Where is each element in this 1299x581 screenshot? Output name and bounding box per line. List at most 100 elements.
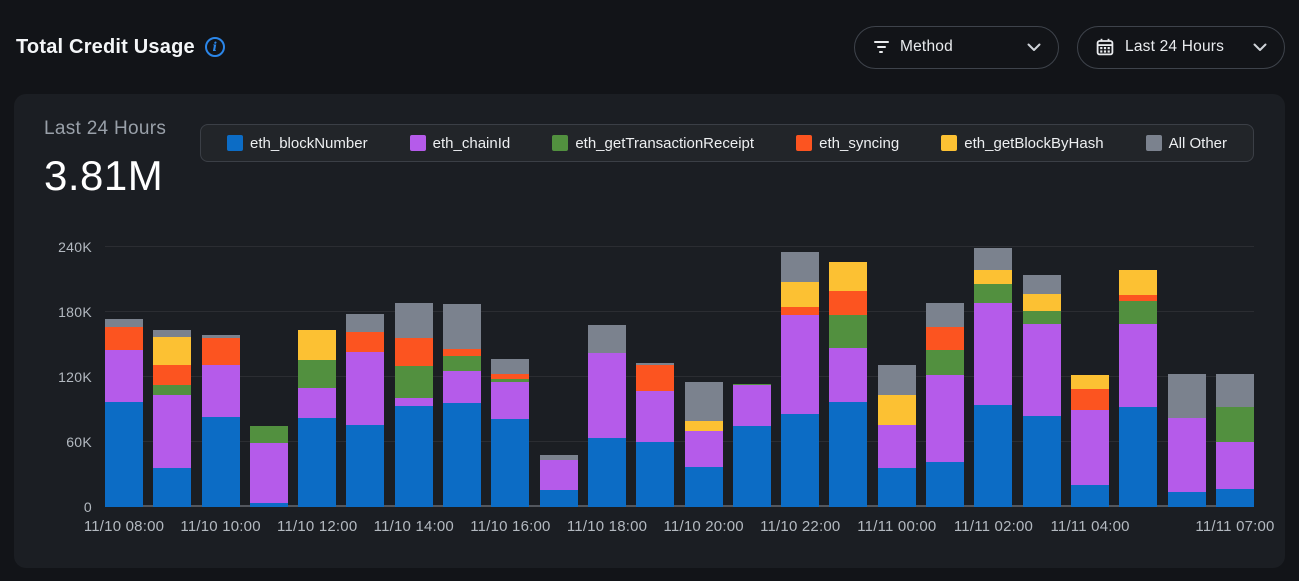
bar-segment-eth-syncing[interactable]	[443, 349, 481, 357]
bar-segment-eth-chainid[interactable]	[926, 375, 964, 462]
method-filter-dropdown[interactable]: Method	[854, 26, 1059, 69]
bar-segment-eth-chainid[interactable]	[685, 431, 723, 467]
bar-segment-eth-chainid[interactable]	[346, 352, 384, 425]
bar-segment-eth-chainid[interactable]	[1216, 442, 1254, 489]
bar-11-11-06-00[interactable]	[1168, 374, 1206, 507]
legend-item-eth-getblockbyhash[interactable]: eth_getBlockByHash	[941, 135, 1103, 152]
bar-segment-eth-blocknumber[interactable]	[1216, 489, 1254, 507]
bar-segment-eth-gettransactionreceipt[interactable]	[395, 366, 433, 397]
bar-11-10-17-00[interactable]	[540, 455, 578, 507]
bar-11-10-22-00[interactable]	[781, 252, 819, 507]
legend-item-eth-gettransactionreceipt[interactable]: eth_getTransactionReceipt	[552, 135, 754, 152]
bar-segment-eth-getblockbyhash[interactable]	[1119, 270, 1157, 295]
bar-segment-eth-blocknumber[interactable]	[250, 503, 288, 507]
bar-segment-eth-getblockbyhash[interactable]	[878, 395, 916, 424]
bar-11-11-03-00[interactable]	[1023, 275, 1061, 507]
bar-11-10-11-00[interactable]	[250, 426, 288, 507]
bar-segment-eth-blocknumber[interactable]	[636, 442, 674, 507]
bar-segment-eth-gettransactionreceipt[interactable]	[443, 356, 481, 370]
bar-segment-eth-chainid[interactable]	[1023, 324, 1061, 416]
bar-segment-eth-gettransactionreceipt[interactable]	[926, 350, 964, 375]
bar-segment-all-other[interactable]	[926, 303, 964, 327]
legend-item-eth-blocknumber[interactable]: eth_blockNumber	[227, 135, 368, 152]
bar-segment-eth-gettransactionreceipt[interactable]	[829, 315, 867, 348]
legend-item-all-other[interactable]: All Other	[1146, 135, 1227, 152]
bar-segment-eth-blocknumber[interactable]	[878, 468, 916, 507]
bar-segment-all-other[interactable]	[105, 319, 143, 328]
bar-segment-eth-blocknumber[interactable]	[685, 467, 723, 507]
bar-segment-all-other[interactable]	[878, 365, 916, 395]
bar-segment-eth-getblockbyhash[interactable]	[974, 270, 1012, 284]
bar-segment-all-other[interactable]	[443, 304, 481, 348]
bar-11-10-20-00[interactable]	[685, 382, 723, 507]
bar-segment-eth-chainid[interactable]	[829, 348, 867, 402]
bar-segment-eth-gettransactionreceipt[interactable]	[298, 360, 336, 388]
bar-segment-eth-getblockbyhash[interactable]	[153, 337, 191, 365]
bar-11-10-13-00[interactable]	[346, 314, 384, 507]
bar-segment-eth-syncing[interactable]	[153, 365, 191, 385]
bar-segment-all-other[interactable]	[395, 303, 433, 338]
bar-segment-eth-syncing[interactable]	[829, 291, 867, 315]
bar-11-11-05-00[interactable]	[1119, 270, 1157, 507]
bar-segment-eth-blocknumber[interactable]	[733, 426, 771, 507]
bar-segment-eth-gettransactionreceipt[interactable]	[1119, 301, 1157, 324]
bar-segment-eth-blocknumber[interactable]	[540, 490, 578, 507]
bar-11-11-00-00[interactable]	[878, 365, 916, 507]
bar-segment-eth-syncing[interactable]	[346, 332, 384, 353]
bar-segment-eth-syncing[interactable]	[395, 338, 433, 366]
bar-segment-eth-getblockbyhash[interactable]	[1071, 375, 1109, 389]
bar-segment-eth-blocknumber[interactable]	[588, 438, 626, 507]
bar-segment-eth-syncing[interactable]	[202, 338, 240, 365]
bar-segment-eth-chainid[interactable]	[781, 315, 819, 414]
bar-11-10-16-00[interactable]	[491, 359, 529, 507]
bar-segment-eth-chainid[interactable]	[298, 388, 336, 418]
bar-segment-all-other[interactable]	[1023, 275, 1061, 293]
bar-segment-eth-chainid[interactable]	[443, 371, 481, 404]
bar-segment-all-other[interactable]	[346, 314, 384, 331]
bar-segment-eth-syncing[interactable]	[1071, 389, 1109, 410]
info-icon[interactable]: i	[205, 37, 225, 57]
bar-11-11-02-00[interactable]	[974, 248, 1012, 507]
bar-segment-eth-gettransactionreceipt[interactable]	[1216, 407, 1254, 442]
bar-segment-eth-chainid[interactable]	[491, 382, 529, 419]
bar-segment-eth-chainid[interactable]	[250, 443, 288, 503]
bar-segment-eth-chainid[interactable]	[974, 303, 1012, 405]
bar-11-10-23-00[interactable]	[829, 262, 867, 507]
bar-segment-eth-blocknumber[interactable]	[926, 462, 964, 508]
bar-segment-eth-chainid[interactable]	[1071, 410, 1109, 486]
bar-segment-eth-chainid[interactable]	[733, 385, 771, 426]
bar-segment-eth-chainid[interactable]	[1119, 324, 1157, 407]
bar-segment-eth-blocknumber[interactable]	[781, 414, 819, 507]
bar-segment-all-other[interactable]	[1216, 374, 1254, 408]
bar-segment-eth-gettransactionreceipt[interactable]	[250, 426, 288, 443]
bar-segment-eth-blocknumber[interactable]	[298, 418, 336, 507]
bar-segment-eth-chainid[interactable]	[588, 353, 626, 438]
legend-item-eth-syncing[interactable]: eth_syncing	[796, 135, 899, 152]
bar-11-11-04-00[interactable]	[1071, 375, 1109, 507]
bar-segment-eth-getblockbyhash[interactable]	[781, 282, 819, 307]
bar-segment-eth-blocknumber[interactable]	[829, 402, 867, 507]
bar-segment-eth-blocknumber[interactable]	[974, 405, 1012, 507]
bar-segment-eth-chainid[interactable]	[105, 350, 143, 402]
bar-segment-all-other[interactable]	[588, 325, 626, 353]
bar-segment-eth-chainid[interactable]	[1168, 418, 1206, 492]
bar-segment-eth-chainid[interactable]	[202, 365, 240, 417]
bar-segment-eth-blocknumber[interactable]	[1023, 416, 1061, 507]
bar-segment-eth-blocknumber[interactable]	[1071, 485, 1109, 507]
bar-11-10-19-00[interactable]	[636, 363, 674, 507]
bar-segment-all-other[interactable]	[974, 248, 1012, 270]
bar-11-10-15-00[interactable]	[443, 304, 481, 507]
bar-11-11-07-00[interactable]	[1216, 374, 1254, 507]
bar-segment-eth-chainid[interactable]	[540, 460, 578, 489]
bar-11-10-08-00[interactable]	[105, 319, 143, 507]
bar-segment-all-other[interactable]	[1168, 374, 1206, 418]
bar-11-10-10-00[interactable]	[202, 335, 240, 507]
bar-segment-eth-blocknumber[interactable]	[346, 425, 384, 507]
legend-item-eth-chainid[interactable]: eth_chainId	[410, 135, 511, 152]
bar-segment-eth-blocknumber[interactable]	[491, 419, 529, 507]
bar-11-10-21-00[interactable]	[733, 384, 771, 507]
bar-segment-eth-syncing[interactable]	[926, 327, 964, 350]
bar-segment-eth-blocknumber[interactable]	[1119, 407, 1157, 507]
time-range-dropdown[interactable]: Last 24 Hours	[1077, 26, 1285, 69]
bar-11-10-12-00[interactable]	[298, 330, 336, 507]
